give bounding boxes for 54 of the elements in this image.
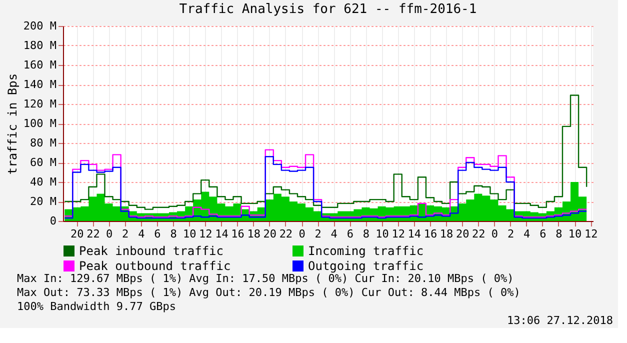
x-tick-label: 8 [556,228,562,240]
x-tick-label: 0 [491,228,498,240]
x-tick-label: 0 [106,228,113,240]
text: 100% Bandwidth 9.77 GBps [17,300,176,313]
x-tick-label: 2 [314,228,322,240]
text: Max Out: 73.33 MBps ( 1%) Avg Out: 20.19 MBps ( 0%) Cur Out: 8.44 MBps ( 0%) [17,286,520,299]
x-tick-label: 2 [122,228,129,240]
x-tick-label: 16 [424,228,438,240]
y-tick-label: 100 M [23,117,57,130]
x-tick-label: 14 [408,228,422,240]
x-tick-label: 14 [215,228,229,240]
x-tick-label: 12 [584,228,598,240]
x-tick-label: 20 [263,228,277,240]
y-tick-label: 200 M [23,20,57,32]
x-tick-label: 6 [346,228,354,240]
legend-label: Incoming traffic [308,244,424,258]
x-tick-label: 20 [456,228,470,240]
legend-label: Outgoing traffic [308,259,424,273]
y-tick-label: 60 M [30,156,57,169]
y-tick-label: 0 [50,214,56,228]
y-tick-label: 120 M [23,98,57,110]
x-tick-label: 8 [170,228,177,240]
x-tick-label: 20 [70,228,84,240]
x-tick-label: 2 [507,228,514,240]
x-tick-label: 4 [524,228,531,240]
x-tick-label: 18 [247,228,260,240]
x-tick-label: 22 [472,228,486,240]
y-axis-title: traffic in Bps [5,73,20,175]
x-tick-label: 0 [298,228,306,240]
x-tick-label: 10 [376,228,389,240]
y-tick-label: 180 M [23,39,57,52]
x-tick-label: 18 [440,228,454,240]
x-tick-label: 4 [330,228,338,240]
x-tick-label: 6 [540,228,546,240]
y-tick-label: 160 M [23,58,57,72]
legend-label: Peak inbound traffic [79,244,224,258]
y-tick-label: 140 M [23,78,57,91]
x-tick-label: 12 [392,228,405,240]
y-tick-label: 80 M [30,136,57,150]
x-tick-label: 8 [362,228,370,240]
x-tick-label: 22 [279,228,293,240]
x-tick-label: 12 [199,228,212,240]
y-tick-label: 20 M [30,195,57,208]
text: Max In: 129.67 MBps ( 1%) Avg In: 17.50 MBps ( 0%) Cur In: 20.10 MBps ( 0%) [17,272,514,285]
text: 13:06 27.12.2018 [507,314,613,327]
chart-title: Traffic Analysis for 621 -- ffm-2016-1 [179,2,477,17]
x-tick-label: 22 [86,228,100,240]
y-tick-label: 40 M [30,176,57,188]
x-tick-label: 10 [182,228,196,240]
x-tick-label: 4 [138,228,146,240]
x-tick-label: 16 [231,228,244,240]
x-tick-label: 10 [568,228,582,240]
legend-label: Peak outbound traffic [79,259,231,273]
x-tick-label: 6 [154,228,161,240]
